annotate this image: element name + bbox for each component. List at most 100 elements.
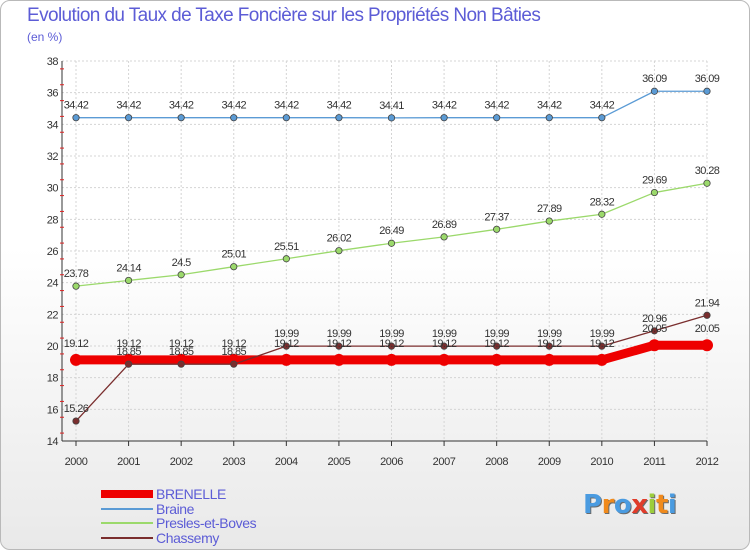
data-point (490, 353, 503, 366)
legend-label: Braine (156, 500, 195, 517)
data-label: 27.37 (484, 211, 509, 223)
x-tick-label: 2010 (590, 456, 613, 468)
data-label: 19.99 (327, 328, 352, 340)
data-label: 20.05 (695, 323, 720, 335)
data-label: 18.85 (221, 346, 246, 358)
data-label: 19.12 (379, 338, 404, 350)
data-label: 26.02 (327, 233, 352, 245)
y-tick-label: 26 (47, 246, 59, 258)
y-tick-label: 28 (47, 214, 59, 226)
data-label: 18.85 (116, 346, 141, 358)
data-point (701, 339, 713, 352)
chart-subtitle: (en %) (27, 30, 63, 44)
data-point (387, 342, 396, 350)
legend-swatch (101, 490, 153, 499)
data-label: 23.78 (64, 268, 89, 280)
proxiti-logo: Proxiti (583, 490, 677, 520)
x-tick-label: 2011 (643, 456, 665, 468)
data-label: 34.42 (484, 100, 509, 112)
data-label: 34.42 (116, 100, 141, 112)
data-label: 25.51 (274, 241, 299, 253)
data-point (703, 311, 711, 319)
data-point (230, 360, 238, 368)
data-label: 36.09 (642, 73, 667, 85)
data-point (124, 276, 133, 285)
data-point (177, 271, 185, 279)
data-point (650, 87, 659, 95)
data-label: 34.42 (274, 100, 299, 112)
data-label: 30.28 (695, 165, 720, 177)
data-point (72, 417, 80, 425)
data-label: 19.12 (64, 338, 89, 350)
data-point (598, 342, 606, 350)
y-tick-label: 38 (47, 56, 59, 68)
data-point (493, 225, 501, 233)
y-tick-label: 18 (47, 373, 59, 385)
data-label: 19.99 (484, 328, 509, 340)
data-point (648, 339, 661, 352)
data-point (332, 353, 345, 366)
logo-letter: P (583, 490, 602, 520)
data-point (598, 210, 606, 218)
data-label: 19.12 (169, 338, 194, 350)
data-label: 34.41 (379, 100, 404, 112)
legend-label: BRENELLE (156, 486, 226, 503)
legend-swatch (101, 536, 153, 539)
data-label: 19.99 (432, 328, 457, 340)
data-label: 25.01 (221, 249, 246, 261)
data-point (650, 188, 659, 197)
logo-letter: t (655, 490, 668, 520)
data-point (124, 114, 133, 122)
data-point (230, 114, 238, 122)
data-label: 34.42 (64, 100, 89, 112)
logo-letter: x (631, 490, 648, 520)
data-label: 19.12 (327, 338, 352, 350)
legend-label: Presles-et-Boves (156, 515, 257, 532)
x-tick-label: 2005 (327, 456, 350, 468)
data-point (177, 114, 185, 122)
legend-swatch (101, 522, 153, 525)
y-tick-label: 22 (47, 309, 59, 321)
data-label: 19.99 (379, 328, 404, 340)
chart-legend: BRENELLE Braine Presles-et-Boves Chassemy (101, 487, 257, 546)
data-label: 19.12 (590, 338, 615, 350)
data-point (440, 233, 448, 241)
data-label: 20.05 (642, 323, 667, 335)
data-label: 34.42 (432, 100, 457, 112)
data-label: 24.5 (172, 257, 191, 269)
data-point (280, 353, 293, 366)
legend-item: Presles-et-Boves (101, 515, 257, 532)
logo-letter: i (647, 490, 657, 520)
legend-item: BRENELLE (101, 487, 256, 502)
x-tick-label: 2004 (275, 456, 298, 468)
legend-swatch (101, 507, 153, 510)
data-point (282, 114, 290, 122)
y-tick-label: 16 (47, 404, 59, 416)
y-tick-label: 32 (47, 151, 59, 163)
x-tick-label: 2002 (170, 456, 193, 468)
data-point (440, 342, 448, 350)
data-label: 18.85 (169, 346, 194, 358)
data-label: 34.42 (537, 100, 562, 112)
data-point (335, 342, 343, 350)
data-point (545, 217, 553, 225)
y-tick-label: 20 (47, 341, 59, 353)
legend-item: Braine (101, 502, 256, 517)
data-label: 36.09 (695, 73, 720, 85)
data-point (545, 114, 553, 122)
data-point (703, 87, 711, 95)
data-point (598, 114, 606, 122)
y-tick-label: 34 (47, 119, 59, 131)
data-label: 34.42 (590, 100, 615, 112)
data-point (438, 353, 451, 366)
data-label: 19.12 (221, 338, 246, 350)
y-tick-label: 14 (47, 436, 59, 448)
data-point (387, 114, 396, 122)
data-point (72, 114, 80, 122)
data-point (385, 353, 398, 366)
x-tick-label: 2000 (65, 456, 88, 468)
data-label: 19.12 (116, 338, 141, 350)
legend-item: Chassemy (101, 531, 256, 546)
data-point (177, 360, 185, 368)
